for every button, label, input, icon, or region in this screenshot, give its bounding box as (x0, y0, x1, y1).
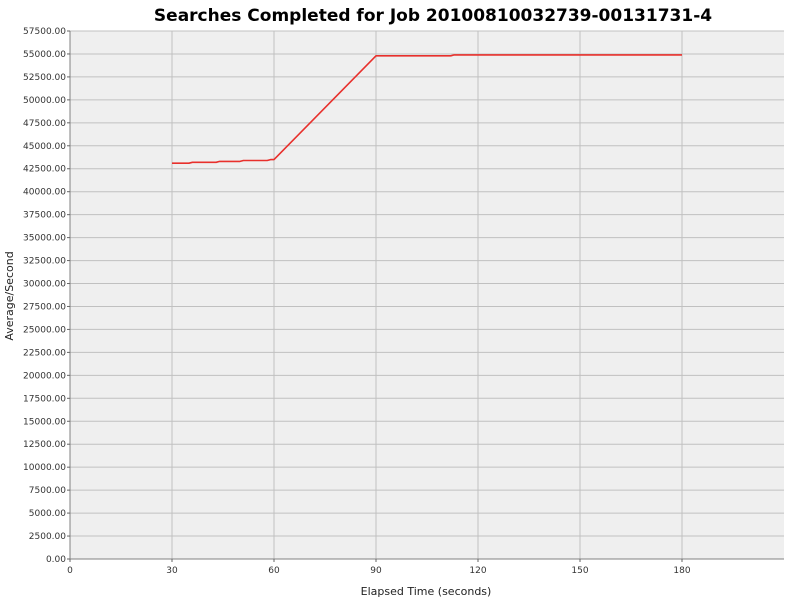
x-tick-label: 120 (469, 566, 486, 576)
y-tick-label: 25000.00 (23, 325, 66, 335)
grid (69, 30, 784, 560)
y-tick-label: 5000.00 (29, 509, 66, 519)
y-tick-label: 37500.00 (23, 211, 66, 221)
y-tick-label: 10000.00 (23, 463, 66, 473)
y-tick-label: 32500.00 (23, 257, 66, 267)
y-tick-label: 52500.00 (23, 73, 66, 83)
y-tick-label: 22500.00 (23, 348, 66, 358)
y-tick-label: 50000.00 (23, 96, 66, 106)
y-tick-label: 42500.00 (23, 165, 66, 175)
y-tick-label: 47500.00 (23, 119, 66, 129)
y-tick-label: 20000.00 (23, 371, 66, 381)
x-tick-label: 30 (166, 566, 178, 576)
plot-area (70, 31, 784, 559)
chart-title: Searches Completed for Job 2010081003273… (154, 6, 712, 26)
y-tick-label: 57500.00 (23, 27, 66, 37)
y-tick-label: 35000.00 (23, 234, 66, 244)
y-axis-label: Average/Second (3, 251, 16, 340)
x-tick-label: 180 (673, 566, 690, 576)
x-tick-label: 60 (268, 566, 280, 576)
y-tick-label: 15000.00 (23, 417, 66, 427)
x-axis-label: Elapsed Time (seconds) (361, 585, 492, 598)
x-tick-label: 150 (571, 566, 588, 576)
x-axis-ticks: 0 30 60 90 120 150 180 (67, 559, 691, 576)
x-tick-label: 0 (67, 566, 73, 576)
y-tick-label: 55000.00 (23, 50, 66, 60)
y-tick-label: 12500.00 (23, 440, 66, 450)
y-tick-label: 2500.00 (29, 532, 66, 542)
y-tick-label: 30000.00 (23, 280, 66, 290)
series-line-0 (172, 54, 682, 164)
y-tick-label: 27500.00 (23, 302, 66, 312)
y-tick-label: 45000.00 (23, 142, 66, 152)
y-tick-label: 0.00 (46, 555, 66, 565)
y-tick-label: 17500.00 (23, 394, 66, 404)
x-tick-label: 90 (370, 566, 382, 576)
series-layer (172, 54, 682, 164)
y-tick-label: 7500.00 (29, 486, 66, 496)
y-tick-label: 40000.00 (23, 188, 66, 198)
y-axis-ticks: 0.00 2500.00 5000.00 7500.00 10000.00 12500.0… (23, 27, 70, 565)
